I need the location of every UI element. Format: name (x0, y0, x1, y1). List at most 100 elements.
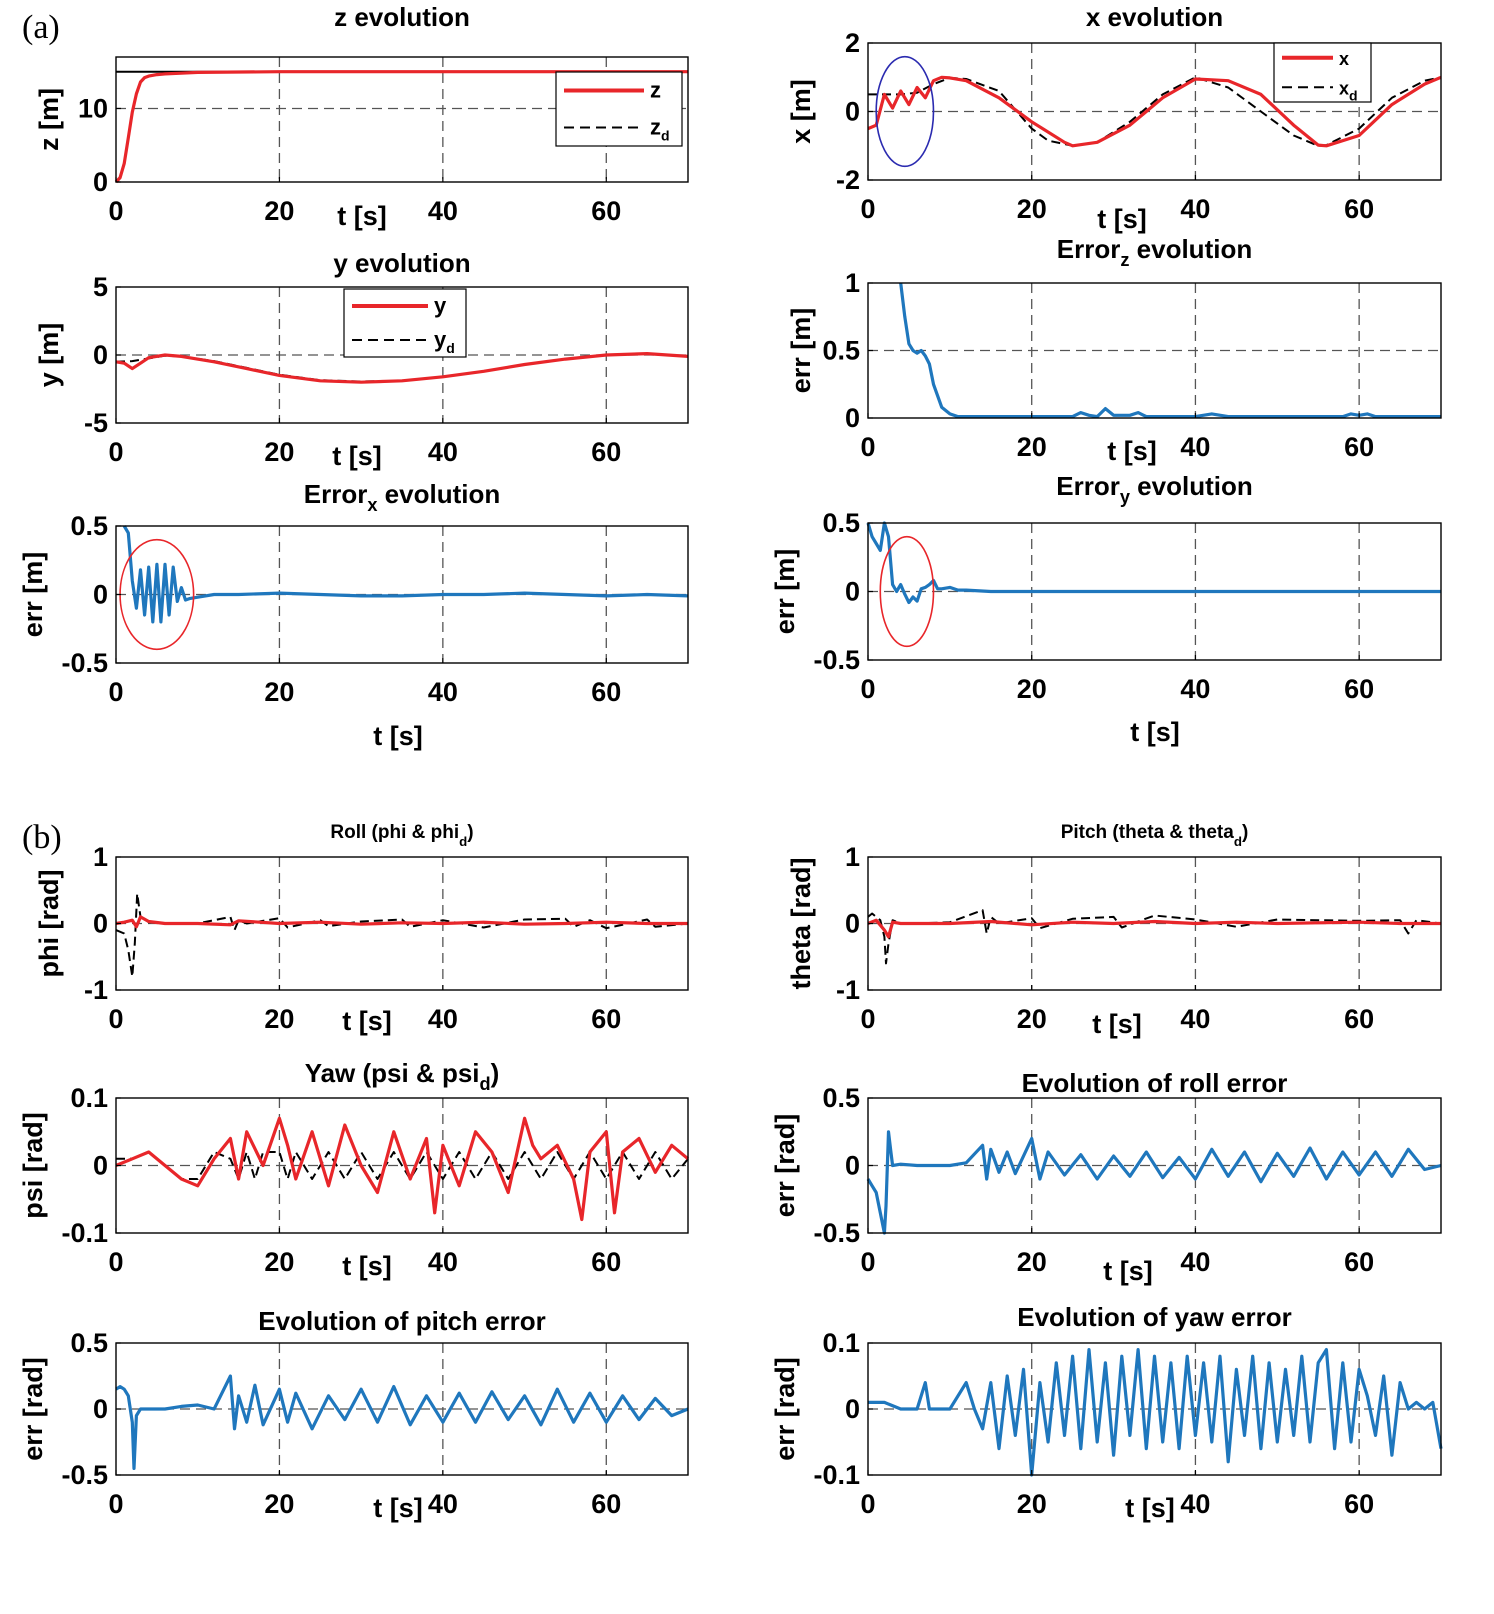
chart-errroll: 0 20 40 60-0.500.5 Evolution of roll errort … (770, 1068, 1442, 1286)
y-tick-label: 0 (93, 580, 108, 610)
x-tick-label: 20 (1017, 194, 1047, 224)
y-axis-label: err [rad] (770, 1357, 800, 1461)
x-tick-label: 20 (264, 196, 294, 226)
y-tick-label: 0 (93, 167, 108, 197)
series-line-error (866, 1130, 1442, 1235)
x-tick-label: 40 (428, 677, 458, 707)
x-tick-label: 60 (591, 437, 621, 467)
y-tick-label: -1 (836, 975, 860, 1005)
x-tick-label: 60 (591, 1489, 621, 1519)
y-tick-label: 5 (93, 272, 108, 302)
x-tick-label: 60 (591, 196, 621, 226)
series-line-phi_d (115, 892, 689, 978)
legend-label: y (434, 293, 447, 318)
x-tick-label: 60 (591, 677, 621, 707)
y-axis-label: err [rad] (18, 1357, 48, 1461)
y-tick-label: -5 (84, 408, 108, 438)
y-tick-label: -0.1 (813, 1460, 860, 1490)
x-tick-label: 60 (1344, 1489, 1374, 1519)
chart-title: Errory evolution (1056, 471, 1252, 507)
x-axis-label: t [s] (337, 201, 387, 231)
x-tick-label: 40 (428, 437, 458, 467)
x-tick-label: 60 (1344, 1004, 1374, 1034)
series-line-error (115, 1374, 689, 1471)
legend-box (1273, 42, 1372, 103)
series-line-error (122, 525, 689, 624)
x-tick-label: 40 (428, 196, 458, 226)
x-axis-label: t [s] (1097, 204, 1147, 234)
x-tick-label: 40 (428, 1004, 458, 1034)
y-tick-label: 1 (845, 842, 860, 872)
x-tick-label: 0 (108, 1004, 123, 1034)
y-tick-label: 10 (78, 93, 108, 123)
y-tick-label: 0 (845, 1394, 860, 1424)
x-axis-label: t [s] (373, 1493, 423, 1523)
y-tick-label: -0.5 (813, 1218, 860, 1248)
chart-title: z evolution (334, 2, 470, 32)
y-axis-label: y [m] (34, 323, 64, 388)
chart-title: Evolution of yaw error (1017, 1302, 1292, 1332)
series-line-x_d (868, 76, 1442, 147)
y-tick-label: -1 (84, 975, 108, 1005)
y-tick-label: 1 (845, 268, 860, 298)
x-axis-label: t [s] (1103, 1256, 1153, 1286)
y-tick-label: 0 (93, 1151, 108, 1181)
x-tick-label: 0 (860, 1004, 875, 1034)
chart-title: Evolution of pitch error (258, 1306, 545, 1336)
legend-label: xd (1339, 78, 1358, 103)
y-axis-label: z [m] (34, 88, 64, 151)
x-axis-label: t [s] (373, 721, 423, 751)
y-axis-label: err [rad] (770, 1114, 800, 1218)
x-tick-label: 20 (1017, 1489, 1047, 1519)
x-tick-label: 40 (1180, 674, 1210, 704)
y-tick-label: 2 (845, 28, 860, 58)
legend-box (343, 288, 467, 358)
x-tick-label: 0 (108, 1247, 123, 1277)
y-tick-label: -2 (836, 165, 860, 195)
legend-label: z (650, 78, 661, 103)
series-line-error (899, 282, 1441, 419)
x-tick-label: 40 (428, 1247, 458, 1277)
x-tick-label: 0 (108, 196, 123, 226)
y-tick-label: -0.1 (61, 1218, 108, 1248)
x-tick-label: 20 (264, 1247, 294, 1277)
x-tick-label: 60 (1344, 432, 1374, 462)
series-line-z (114, 70, 688, 184)
x-tick-label: 0 (860, 1247, 875, 1277)
y-tick-label: 0.1 (822, 1328, 860, 1358)
x-tick-label: 0 (860, 432, 875, 462)
chart-z: 0 20 40 60 0 10 z evolution t [s] z [m] z zd (34, 2, 689, 231)
y-tick-label: 0 (845, 97, 860, 127)
chart-title: Evolution of roll error (1022, 1068, 1288, 1098)
y-tick-label: 1 (93, 842, 108, 872)
chart-title: Roll (phi & phid) (330, 822, 473, 849)
y-axis-label: err [m] (786, 308, 816, 394)
y-tick-label: 0.1 (70, 1083, 108, 1113)
chart-title: Errorx evolution (304, 479, 500, 515)
x-tick-label: 20 (1017, 1004, 1047, 1034)
x-tick-label: 0 (860, 1489, 875, 1519)
y-tick-label: 0.5 (70, 1328, 108, 1358)
y-tick-label: 0 (845, 577, 860, 607)
y-tick-label: 0 (93, 1394, 108, 1424)
y-tick-label: 0.5 (822, 336, 860, 366)
x-tick-label: 0 (108, 437, 123, 467)
y-tick-label: 0 (845, 403, 860, 433)
y-axis-label: err [m] (18, 552, 48, 638)
y-axis-label: psi [rad] (18, 1112, 48, 1219)
x-axis-label: t [s] (1125, 1493, 1175, 1523)
series-line-theta_d (867, 909, 1442, 965)
x-tick-label: 60 (1344, 194, 1374, 224)
y-axis-label: theta [rad] (786, 857, 816, 989)
chart-title: Yaw (psi & psid) (305, 1058, 500, 1094)
y-tick-label: 0.5 (822, 508, 860, 538)
legend: z zd (555, 71, 683, 147)
legend-box (555, 71, 683, 147)
x-axis-label: t [s] (342, 1251, 392, 1281)
x-tick-label: 60 (591, 1004, 621, 1034)
